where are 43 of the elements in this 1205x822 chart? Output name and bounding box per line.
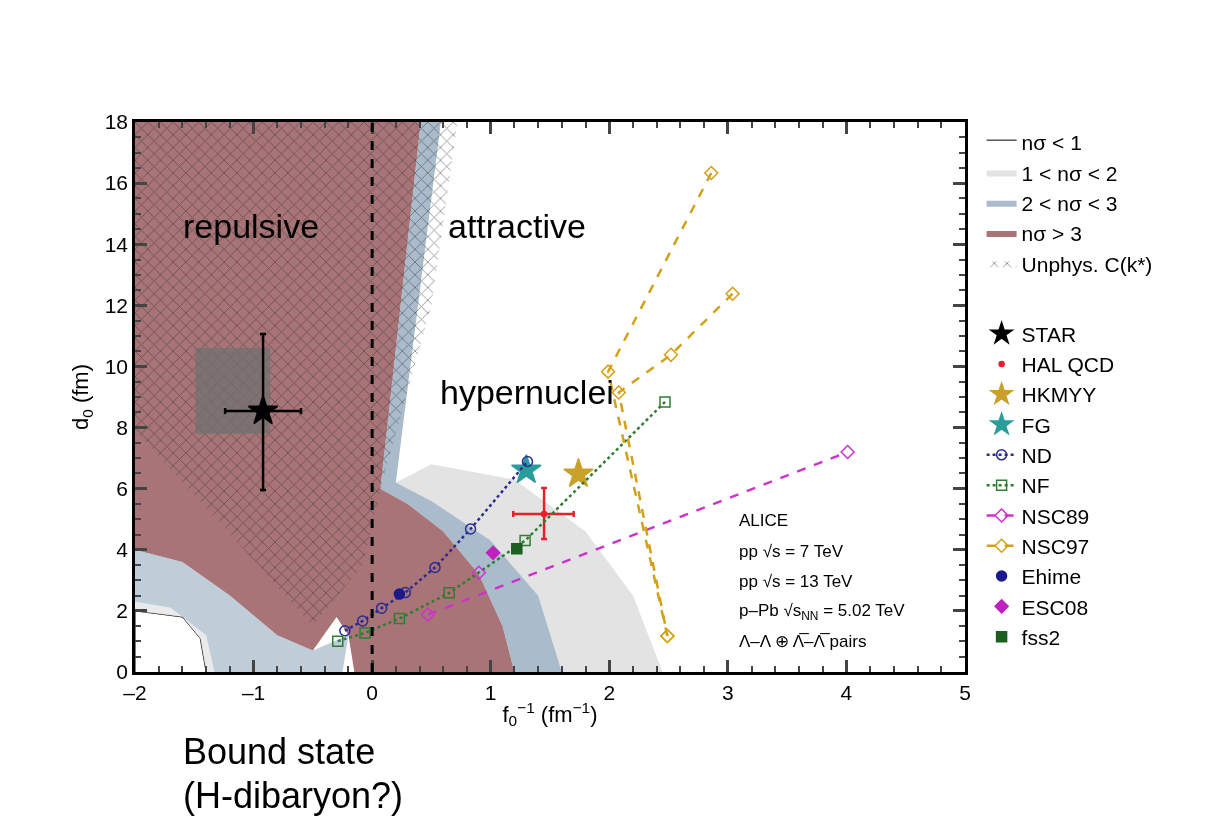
legend-label: NF (1021, 474, 1050, 498)
annotation: hypernuclei (440, 373, 614, 411)
annotation: pp √s = 7 TeV (739, 542, 844, 561)
annotation: ALICE (739, 511, 789, 530)
legend-label: HKMYY (1021, 383, 1097, 407)
annotation: attractive (448, 207, 586, 245)
legend-label: ESC08 (1021, 595, 1089, 619)
legend-label: nσ < 1 (1021, 131, 1082, 155)
legend-label: fss2 (1021, 625, 1061, 649)
legend-label: STAR (1021, 322, 1077, 346)
y-tick-label: 16 (104, 171, 129, 195)
y-tick-label: 18 (104, 110, 129, 134)
y-tick-label: 8 (116, 415, 129, 439)
y-tick-label: 10 (104, 354, 129, 378)
y-tick-label: 12 (104, 293, 129, 317)
annotation: Λ–Λ ⊕ Λ̅–Λ̅ pairs (739, 632, 867, 651)
legend-label: Ehime (1021, 565, 1082, 589)
x-tick-label: 0 (366, 680, 378, 704)
legend-label: 2 < nσ < 3 (1021, 191, 1118, 215)
x-tick-label: 3 (722, 680, 734, 704)
x-tick-label: –1 (241, 680, 266, 704)
text: Bound state (183, 731, 376, 772)
annotation: pp √s = 13 TeV (739, 572, 854, 591)
x-tick-label: 2 (603, 680, 616, 704)
x-tick-label: 4 (840, 680, 853, 704)
legend-label: 1 < nσ < 2 (1021, 161, 1118, 185)
annotation: repulsive (183, 207, 320, 245)
x-tick-label: 5 (959, 680, 971, 704)
legend-label: NSC89 (1021, 504, 1090, 528)
text: (H-dibaryon?) (183, 775, 404, 816)
x-axis-title: f$_{0}$$^{−1}$ (fm$^{−1}$) (502, 698, 598, 730)
annotation: p–Pb √s$_{NN}$ = 5.02 TeV (739, 601, 906, 623)
y-tick-label: 4 (116, 538, 129, 562)
legend-label: nσ > 3 (1021, 222, 1082, 246)
y-tick-label: 14 (104, 232, 129, 256)
legend-label: NSC97 (1021, 534, 1090, 558)
y-tick-label: 6 (116, 477, 129, 501)
legend-label: ND (1021, 444, 1052, 468)
x-tick-label: 1 (484, 680, 497, 704)
legend-label: FG (1021, 413, 1051, 437)
legend-label: HAL QCD (1021, 353, 1115, 377)
legend-label: Unphys. C(k*) (1021, 252, 1153, 276)
y-tick-label: 2 (116, 599, 129, 623)
